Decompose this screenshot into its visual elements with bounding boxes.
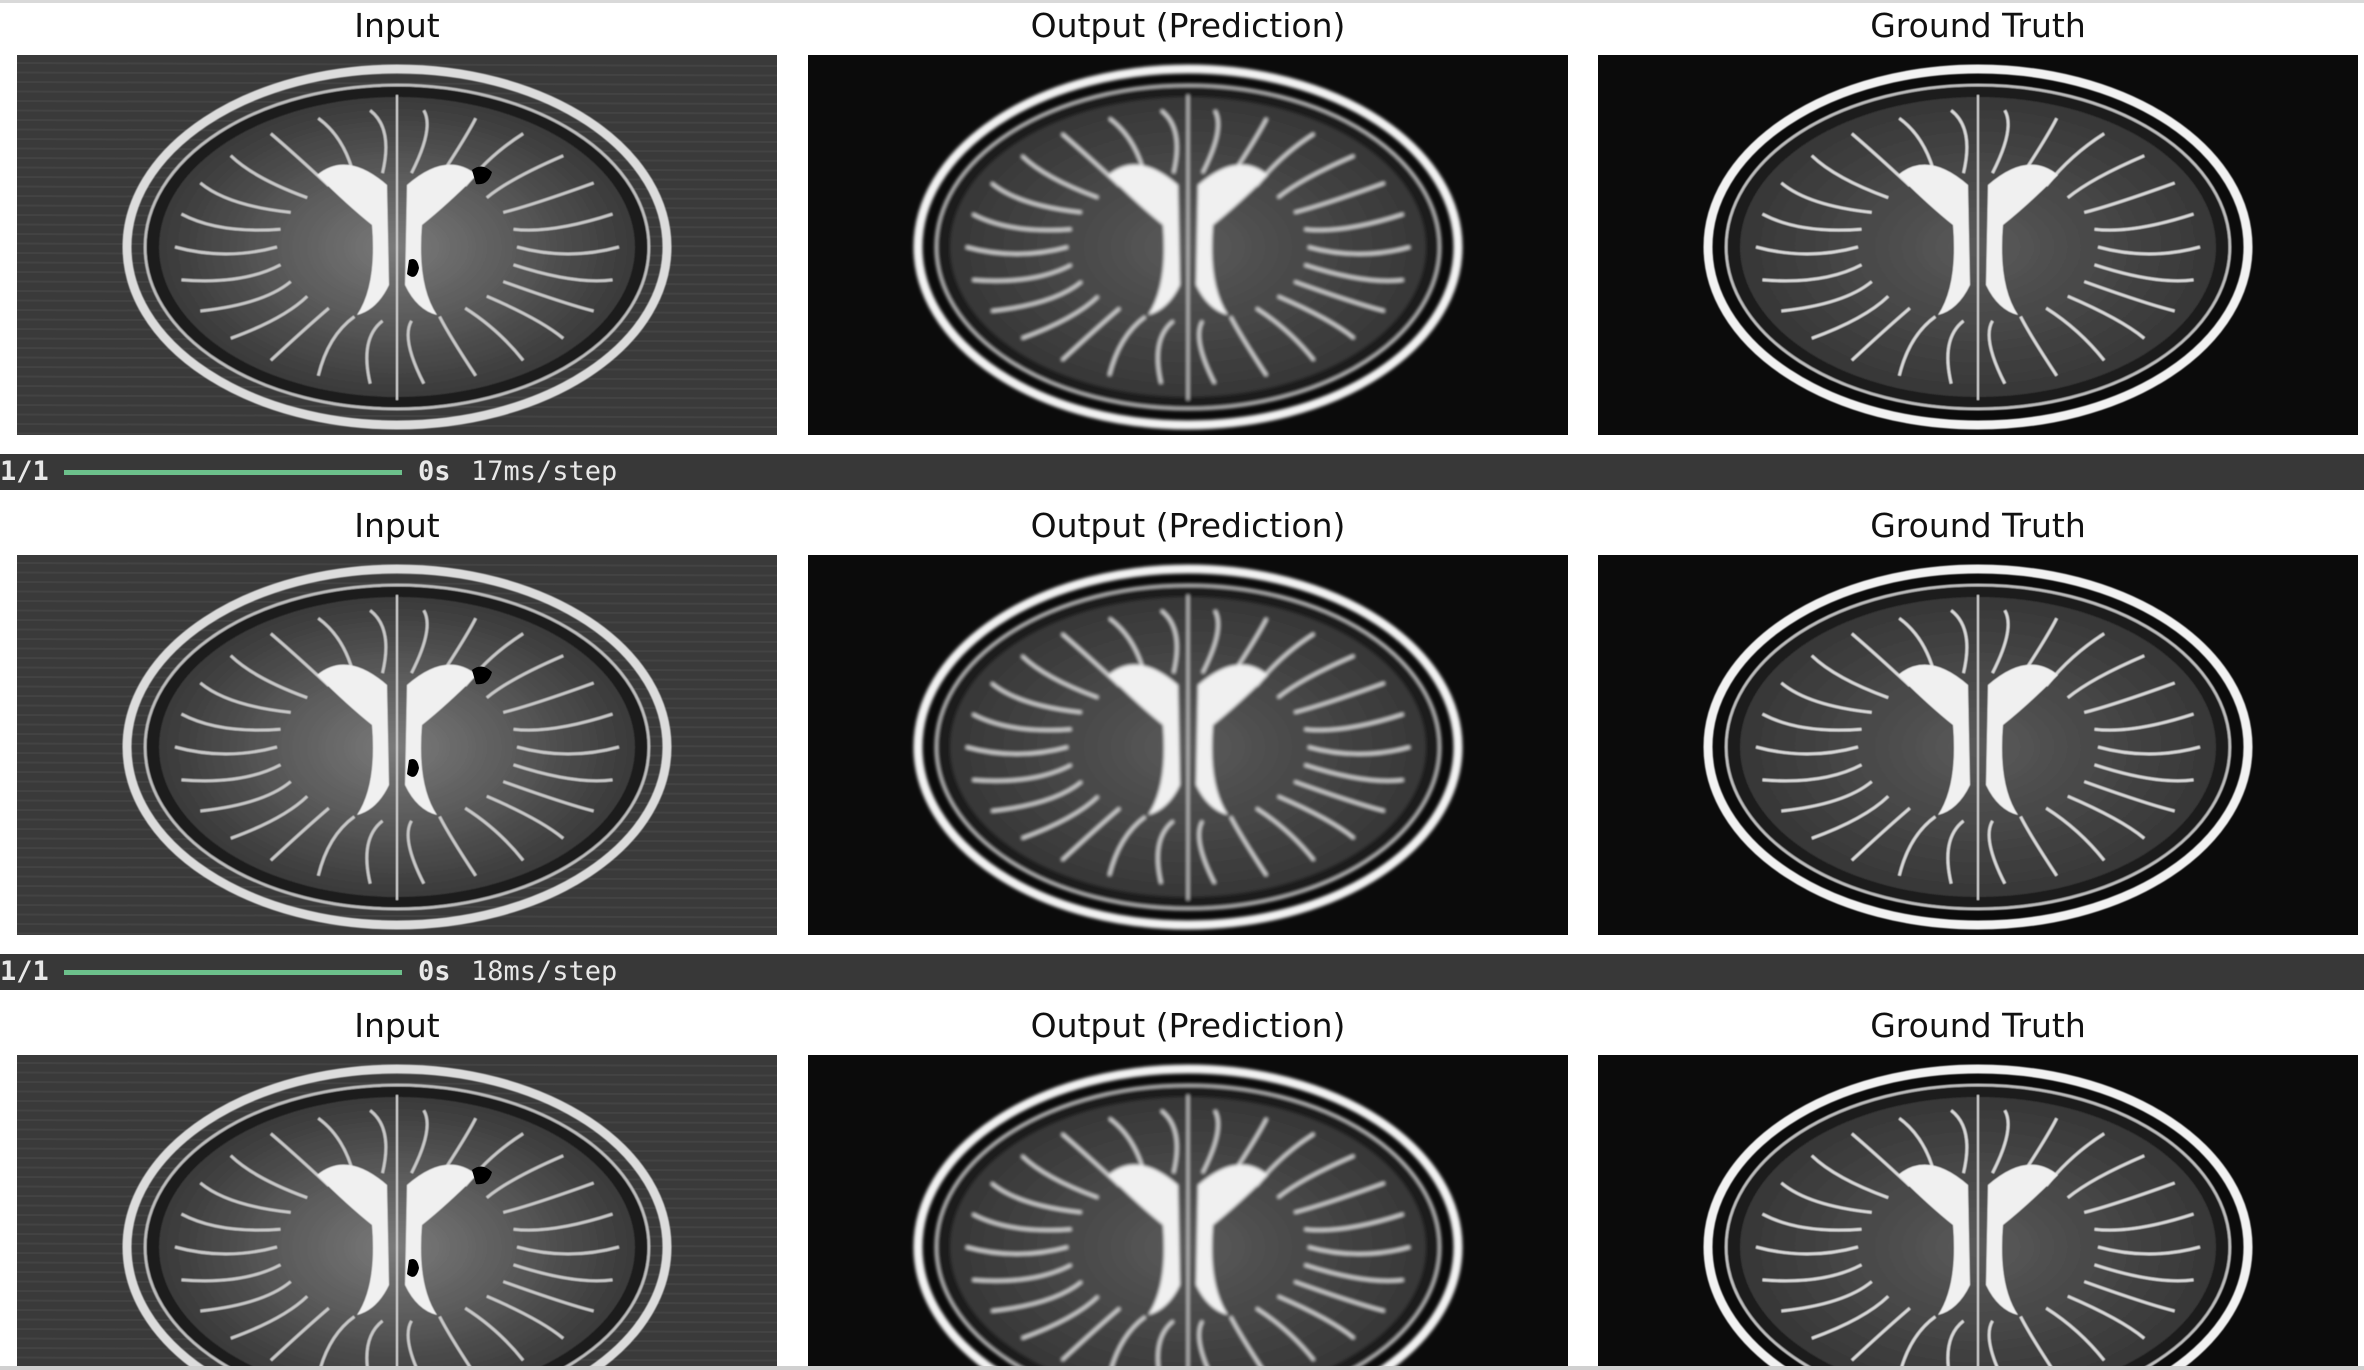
step-count: 1/1 (0, 456, 49, 487)
panel-title-ground-truth: Ground Truth (1870, 1006, 2086, 1045)
output-mri-image (808, 1055, 1568, 1366)
panel-title-ground-truth: Ground Truth (1870, 6, 2086, 45)
panel-title-input: Input (354, 6, 440, 45)
panel-title-ground-truth: Ground Truth (1870, 506, 2086, 545)
output-mri-image (808, 555, 1568, 935)
progress-track (64, 470, 402, 475)
ground-truth-mri-image (1598, 55, 2358, 435)
panel-title-output: Output (Prediction) (1030, 506, 1346, 545)
elapsed-time: 0s (418, 956, 451, 987)
step-rate: 17ms/step (471, 456, 618, 487)
input-mri-image (17, 555, 777, 935)
input-mri-image (17, 1055, 777, 1366)
progress-fill (64, 970, 402, 975)
panel-title-input: Input (354, 1006, 440, 1045)
progress-track (64, 970, 402, 975)
ground-truth-mri-image (1598, 555, 2358, 935)
ground-truth-mri-image (1598, 1055, 2358, 1366)
elapsed-time: 0s (418, 456, 451, 487)
output-mri-image (808, 55, 1568, 435)
progress-line-1: 1/1 0s 17ms/step (0, 454, 2364, 490)
step-count: 1/1 (0, 956, 49, 987)
panel-title-output: Output (Prediction) (1030, 6, 1346, 45)
input-mri-image (17, 55, 777, 435)
panel-title-output: Output (Prediction) (1030, 1006, 1346, 1045)
panel-title-input: Input (354, 506, 440, 545)
progress-line-2: 1/1 0s 18ms/step (0, 954, 2364, 990)
cell-top-border (0, 0, 2364, 3)
step-rate: 18ms/step (471, 956, 618, 987)
cell-bottom-border (0, 1366, 2364, 1370)
progress-fill (64, 470, 402, 475)
